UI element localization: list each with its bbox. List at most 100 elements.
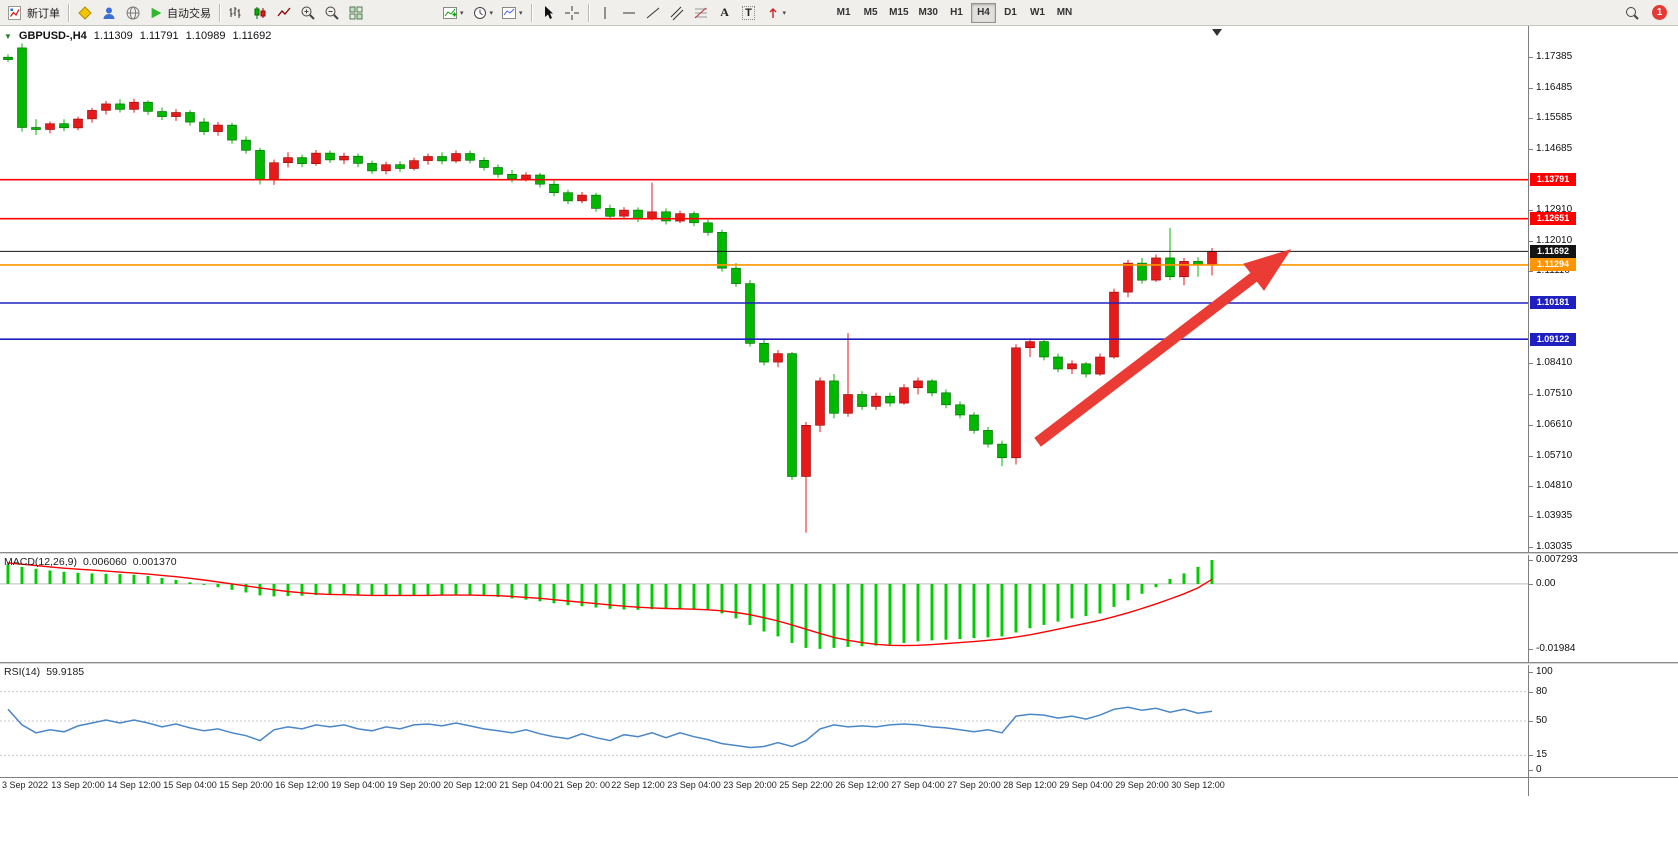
equidistant-channel-button[interactable] [665, 2, 689, 24]
macd-histogram [6, 559, 1214, 649]
notification-badge[interactable]: 1 [1652, 5, 1667, 20]
cursor-icon [544, 5, 553, 19]
axis-tick-mark [1528, 770, 1533, 772]
text-button[interactable]: A [713, 2, 737, 24]
community-button[interactable] [121, 2, 145, 24]
text-tool-icon: A [720, 5, 729, 19]
rsi-axis-label: 0 [1536, 764, 1542, 776]
axis-tick-mark [1528, 56, 1533, 58]
trend-arrow-annotation[interactable] [1034, 249, 1292, 447]
time-axis-label: 21 Sep 04:00 [499, 780, 553, 790]
chevron-down-icon: ▾ [519, 9, 523, 17]
timeframe-button-h4[interactable]: H4 [970, 2, 996, 23]
macd-axis-label: -0.01984 [1536, 642, 1576, 654]
trendline-icon [646, 7, 659, 18]
candlestick-chart-button[interactable] [248, 2, 272, 24]
zoom-out-button[interactable] [320, 2, 344, 24]
crosshair-button[interactable] [560, 2, 584, 24]
price-axis-label: 1.06610 [1536, 418, 1573, 430]
pane-divider-macd[interactable] [0, 552, 1678, 555]
vertical-line-button[interactable] [593, 2, 617, 24]
horizontal-line-icon [622, 12, 635, 13]
pane-divider-rsi[interactable] [0, 662, 1678, 665]
rsi-header: RSI(14) 59.9185 [4, 666, 84, 678]
search-button[interactable] [1620, 2, 1644, 24]
axis-tick-mark [1528, 455, 1533, 457]
cursor-button[interactable] [536, 2, 560, 24]
arrows-button[interactable]: ▾ [761, 2, 791, 24]
axis-tick-mark [1528, 149, 1533, 151]
line-chart-icon [277, 7, 291, 16]
time-axis-label: 13 Sep 20:00 [51, 780, 105, 790]
tile-windows-button[interactable] [344, 2, 368, 24]
toolbar-separator [587, 3, 589, 22]
price-line-label-resistance: 1.13791 [1530, 173, 1576, 187]
price-axis-label: 1.03035 [1536, 541, 1573, 552]
timeframe-button-w1[interactable]: W1 [1029, 7, 1045, 18]
auto-trading-button[interactable]: 自动交易 [145, 2, 215, 24]
fibonacci-icon [694, 7, 707, 18]
macd-signal-value: 0.001370 [132, 556, 177, 568]
macd-header: MACD(12,26,9) 0.006060 0.001370 [4, 556, 177, 568]
crosshair-icon [564, 5, 579, 20]
timeframe-button-m5[interactable]: M5 [863, 7, 878, 18]
text-label-icon: T [742, 5, 755, 20]
time-axis-label: 25 Sep 22:00 [779, 780, 833, 790]
person-icon [103, 7, 115, 19]
templates-button[interactable]: ▾ [497, 2, 527, 24]
chart-shift-marker[interactable] [1212, 29, 1222, 36]
timeframe-toolbar: M1 M5 M15 M30 H1 H4 D1 W1 MN [830, 2, 1078, 23]
channel-icon [670, 6, 683, 20]
price-axis-label: 1.05710 [1536, 449, 1573, 461]
time-axis[interactable]: 3 Sep 2022 13 Sep 20:00 14 Sep 12:00 15 Sep… [0, 778, 1678, 796]
accounts-button[interactable] [97, 2, 121, 24]
price-axis-label: 1.08410 [1536, 357, 1573, 369]
axis-tick-mark [1528, 516, 1533, 518]
time-axis-label: 21 Sep 20: 00 [553, 780, 611, 790]
price-line-label-support: 1.10181 [1530, 296, 1576, 310]
metaeditor-button[interactable] [73, 2, 97, 24]
price-axis-label: 1.15585 [1536, 112, 1573, 124]
vertical-line-icon [604, 6, 606, 19]
trendline-button[interactable] [641, 2, 665, 24]
toolbar-separator [219, 3, 220, 22]
price-axis[interactable]: 1.17385 1.16485 1.15585 1.14685 1.12910 1.120… [1528, 26, 1678, 796]
timeframe-button-m1[interactable]: M1 [836, 7, 851, 18]
indicators-button[interactable]: ▾ [438, 2, 468, 24]
toolbar-separator [530, 3, 532, 22]
timeframe-button-h1[interactable]: H1 [950, 7, 963, 18]
time-axis-label: 16 Sep 12:00 [275, 780, 329, 790]
price-line-label-resistance: 1.12651 [1530, 212, 1576, 226]
price-line-label-level: 1.11294 [1530, 258, 1576, 272]
time-axis-label: 19 Sep 04:00 [331, 780, 385, 790]
new-order-icon [8, 5, 21, 20]
timeframe-button-m15[interactable]: M15 [889, 7, 909, 18]
new-order-button[interactable]: 新订单 [3, 2, 64, 24]
text-label-button[interactable]: T [737, 2, 761, 24]
horizontal-line-button[interactable] [617, 2, 641, 24]
search-icon [1626, 6, 1639, 20]
chart-header: ▼ GBPUSD-,H4 1.11309 1.11791 1.10989 1.1… [4, 30, 271, 42]
zoom-in-icon [301, 6, 315, 20]
chart-marker-icon: ▼ [4, 31, 12, 41]
time-axis-label: 23 Sep 20:00 [723, 780, 777, 790]
time-axis-label: 29 Sep 20:00 [1115, 780, 1169, 790]
price-line-label-support: 1.09122 [1530, 332, 1576, 346]
timeframe-button-m30[interactable]: M30 [918, 7, 938, 18]
rsi-label: RSI(14) [4, 666, 41, 678]
timeframe-button-mn[interactable]: MN [1056, 7, 1073, 18]
rsi-axis-label: 80 [1536, 685, 1548, 697]
axis-tick-mark [1528, 547, 1533, 548]
ohlc-high: 1.11791 [139, 30, 179, 42]
macd-label: MACD(12,26,9) [4, 556, 77, 568]
line-chart-button[interactable] [272, 2, 296, 24]
periods-button[interactable]: ▾ [468, 2, 498, 24]
time-axis-label: 30 Sep 12:00 [1171, 780, 1225, 790]
time-axis-label: 14 Sep 12:00 [107, 780, 161, 790]
bar-chart-button[interactable] [224, 2, 248, 24]
fibonacci-button[interactable] [689, 2, 713, 24]
axis-separator [1528, 26, 1529, 796]
timeframe-button-d1[interactable]: D1 [1004, 7, 1017, 18]
zoom-in-button[interactable] [296, 2, 320, 24]
